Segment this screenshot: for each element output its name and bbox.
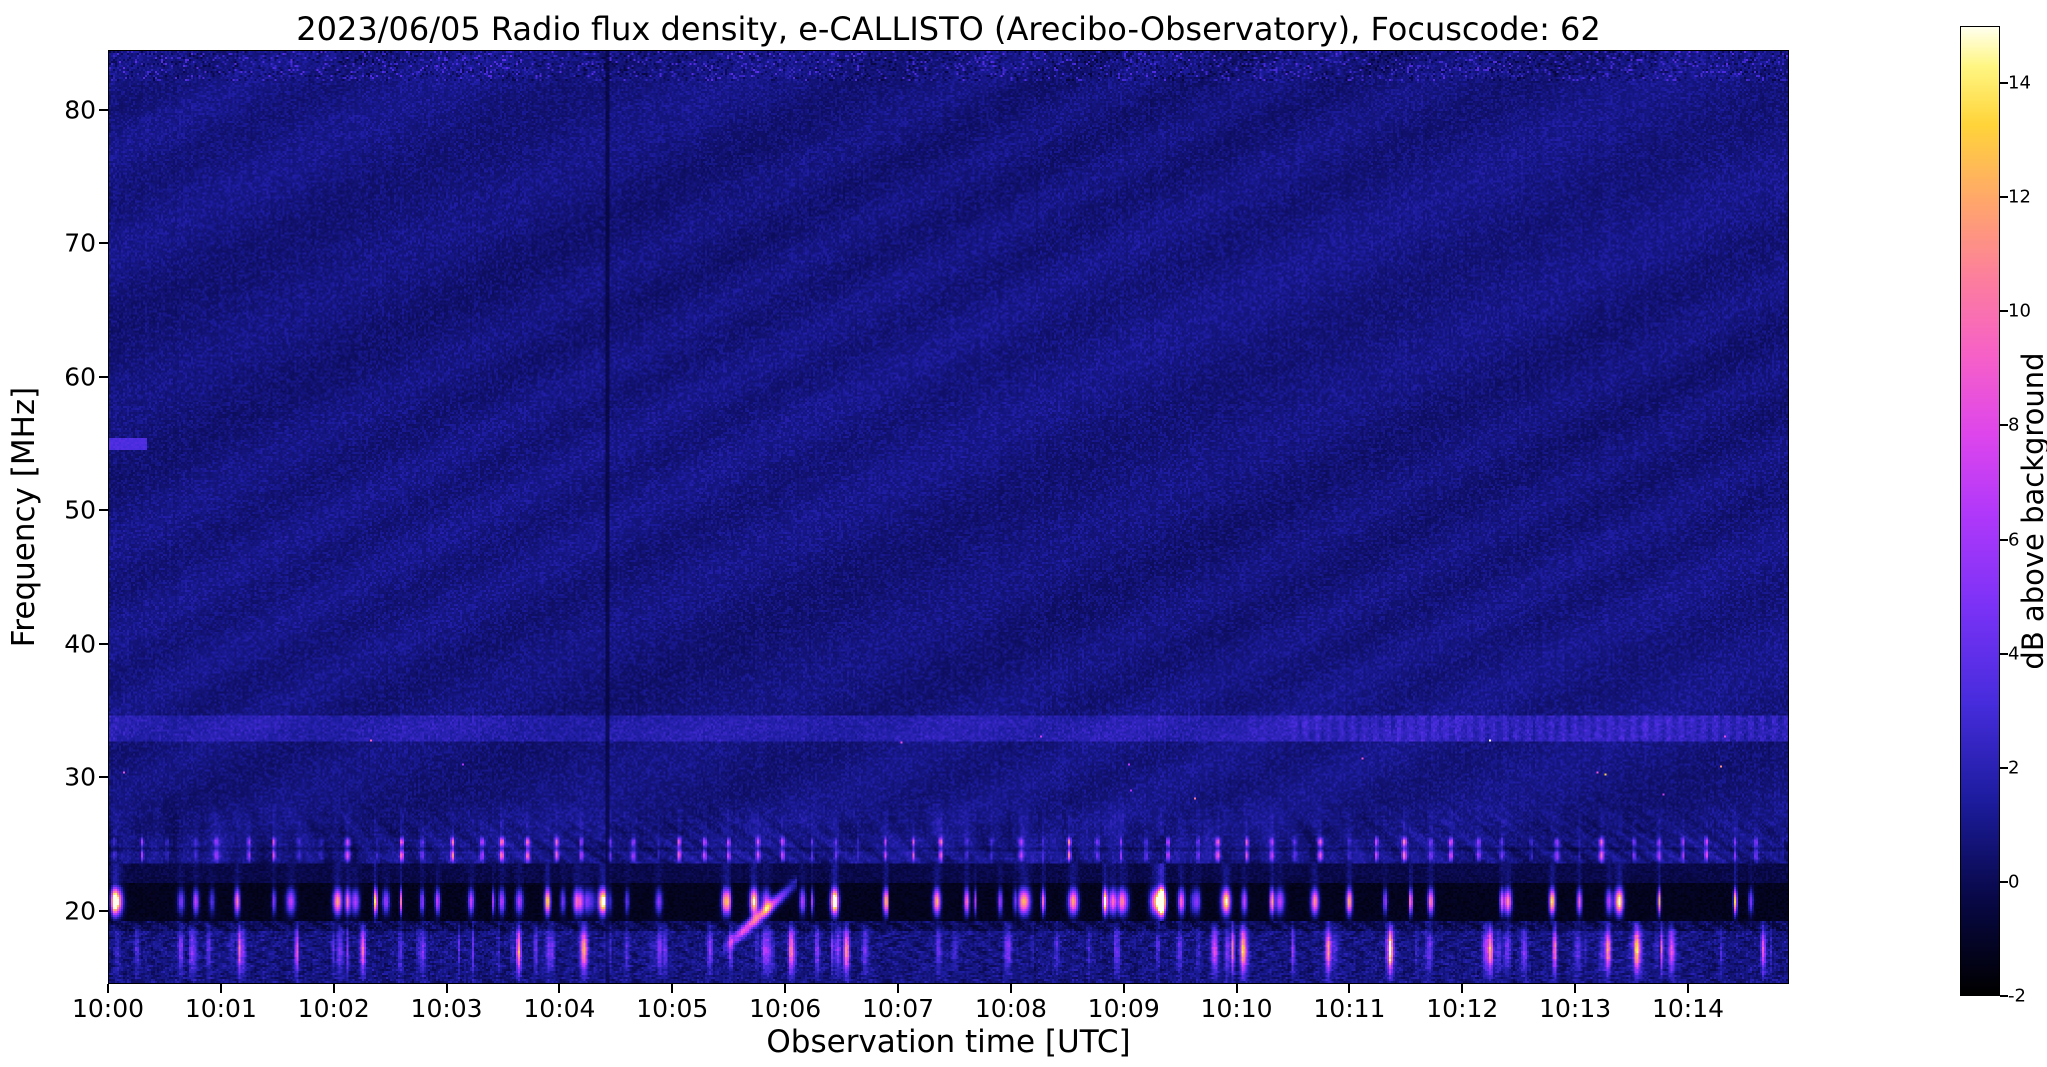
colorbar-tick-mark (2000, 995, 2008, 997)
y-tick-label: 20 (64, 896, 96, 926)
x-tick-label: 10:01 (184, 994, 257, 1023)
x-tick-label: 10:03 (410, 994, 483, 1023)
colorbar-tick-mark (2000, 880, 2008, 883)
x-tick-label: 10:14 (1651, 994, 1725, 1023)
y-tick-label: 70 (64, 228, 96, 258)
x-tick-label: 10:05 (636, 994, 709, 1023)
colorbar-tick-mark (2000, 652, 2008, 655)
y-tick-mark (99, 109, 108, 112)
colorbar-tick-mark (2000, 196, 2008, 199)
x-tick-label: 10:02 (297, 994, 370, 1023)
y-tick-mark (99, 776, 108, 779)
y-tick-mark (99, 242, 108, 245)
x-tick-mark (1348, 984, 1351, 993)
x-tick-label: 10:13 (1539, 994, 1612, 1023)
x-tick-mark (107, 984, 109, 993)
colorbar-tick-mark (2000, 310, 2008, 313)
colorbar-tick-label: 10 (2008, 300, 2031, 322)
x-tick-label: 10:12 (1426, 994, 1499, 1023)
y-tick-mark (99, 642, 108, 645)
x-tick-mark (1461, 984, 1464, 993)
x-tick-mark (1235, 984, 1238, 993)
colorbar-tick-label: -2 (2008, 985, 2026, 1007)
x-axis-label: Observation time [UTC] (766, 1024, 1131, 1060)
colorbar-tick-label: 14 (2008, 72, 2031, 94)
y-tick-mark (99, 509, 108, 512)
colorbar-tick-label: 0 (2008, 871, 2020, 893)
y-tick-label: 30 (64, 762, 96, 792)
x-tick-mark (1009, 984, 1012, 993)
x-tick-mark (558, 984, 561, 993)
x-tick-label: 10:07 (861, 994, 935, 1023)
colorbar-gradient (1961, 27, 1999, 995)
y-tick-mark (99, 909, 108, 912)
y-axis-label: Frequency [MHz] (6, 386, 42, 648)
colorbar-label: dB above background (2016, 352, 2047, 670)
x-tick-mark (219, 984, 222, 993)
x-tick-label: 10:11 (1313, 994, 1386, 1023)
x-tick-mark (784, 984, 787, 993)
x-tick-mark (1574, 984, 1577, 993)
spectrogram-canvas (109, 51, 1788, 983)
colorbar-tick-label: 2 (2008, 757, 2020, 779)
colorbar-tick-mark (2000, 766, 2008, 769)
x-tick-mark (445, 984, 448, 993)
x-tick-label: 10:06 (749, 994, 822, 1023)
x-tick-mark (1122, 984, 1125, 993)
plot-area (108, 50, 1789, 984)
x-tick-label: 10:00 (71, 994, 145, 1023)
x-tick-label: 10:09 (1087, 994, 1160, 1023)
x-tick-mark (1686, 984, 1689, 993)
y-tick-mark (99, 375, 108, 378)
colorbar (1960, 26, 2000, 996)
chart-title: 2023/06/05 Radio flux density, e-CALLIST… (296, 10, 1601, 48)
colorbar-tick-label: 12 (2008, 186, 2031, 208)
x-tick-label: 10:04 (523, 994, 596, 1023)
x-tick-mark (671, 984, 674, 993)
x-tick-mark (896, 984, 899, 993)
colorbar-tick-mark (2000, 538, 2008, 541)
x-tick-mark (332, 984, 335, 993)
colorbar-tick-mark (2000, 424, 2008, 427)
colorbar-tick-mark (2000, 82, 2008, 85)
x-tick-label: 10:10 (1200, 994, 1273, 1023)
x-tick-label: 10:08 (974, 994, 1047, 1023)
y-tick-label: 80 (64, 95, 96, 125)
